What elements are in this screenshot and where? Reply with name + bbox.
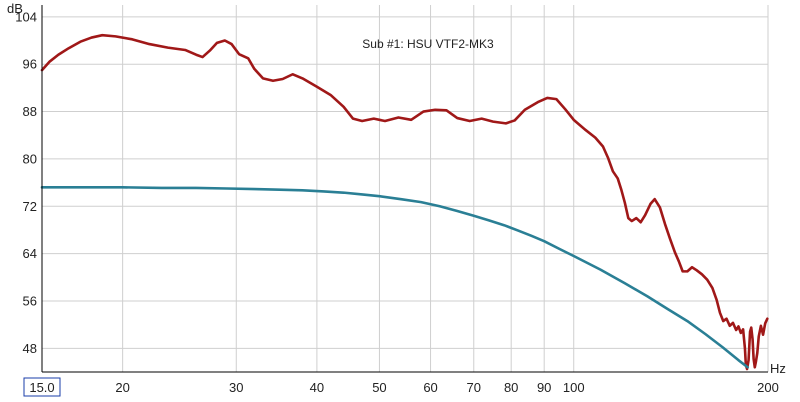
- label-layer: Sub #1: HSU VTF2-MK3 dB Hz 48 56 64 72 80 88 9…: [7, 1, 786, 397]
- x-tick-label: 30: [229, 380, 243, 395]
- x-range-start-label: 15.0: [29, 380, 54, 395]
- y-tick-label: 96: [23, 57, 37, 72]
- chart-title: Sub #1: HSU VTF2-MK3: [362, 37, 494, 51]
- series-layer: [40, 33, 769, 371]
- axis-layer: [41, 5, 768, 373]
- y-tick-label: 104: [15, 9, 37, 24]
- y-tick-label: 88: [23, 104, 37, 119]
- x-tick-label: 90: [537, 380, 551, 395]
- y-tick-label: 56: [23, 293, 37, 308]
- grid-layer: [42, 5, 769, 372]
- x-range-start-box[interactable]: [23, 377, 61, 397]
- x-tick-label: 70: [467, 380, 481, 395]
- measured-response-line: [40, 33, 769, 371]
- x-tick-label: 200: [757, 380, 779, 395]
- y-tick-label: 80: [23, 151, 37, 166]
- y-tick-label: 64: [23, 246, 37, 261]
- x-tick-label: 60: [423, 380, 437, 395]
- x-tick-label: 40: [310, 380, 324, 395]
- x-tick-label: 20: [115, 380, 129, 395]
- y-tick-label: 72: [23, 199, 37, 214]
- x-axis-unit-label: Hz: [770, 361, 786, 376]
- x-tick-label: 50: [372, 380, 386, 395]
- y-tick-label: 48: [23, 341, 37, 356]
- model-response-line: [40, 186, 749, 369]
- x-tick-label: 100: [563, 380, 585, 395]
- y-axis-unit-label: dB: [7, 1, 23, 16]
- x-tick-label: 80: [504, 380, 518, 395]
